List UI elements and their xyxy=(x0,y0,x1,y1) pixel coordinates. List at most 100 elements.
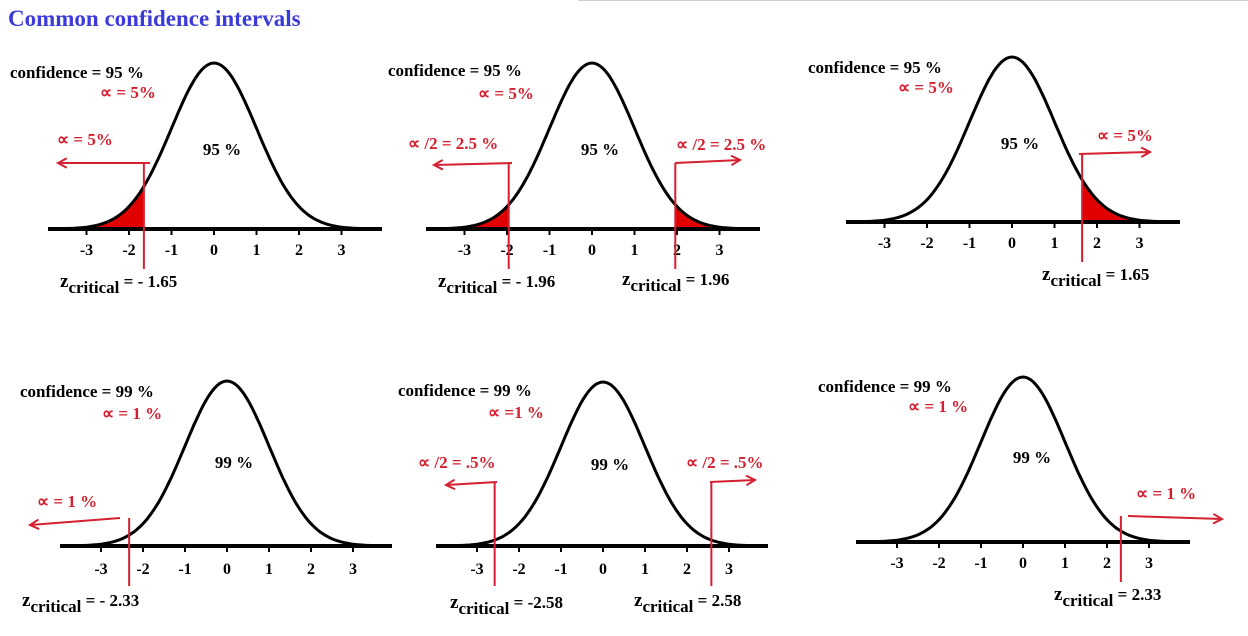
x-tick-label: 3 xyxy=(349,561,357,578)
x-tick-label: -2 xyxy=(122,242,135,259)
x-tick-label: 0 xyxy=(223,561,231,578)
z-critical-label: zcritical = - 2.33 xyxy=(22,590,139,616)
bell-curve xyxy=(859,55,1165,224)
x-tick-label: -2 xyxy=(920,235,933,252)
center-area-label: 95 % xyxy=(581,140,619,159)
tail-area-label: ∝ /2 = 2.5 % xyxy=(676,135,766,154)
page-title: Common confidence intervals xyxy=(8,6,301,31)
rejection-region-1 xyxy=(1082,179,1165,222)
x-tick-label: -1 xyxy=(974,555,987,572)
x-tick-label: -1 xyxy=(963,235,976,252)
tail-arrow-line xyxy=(29,517,121,526)
x-tick-label: 2 xyxy=(683,561,691,578)
confidence-label: confidence = 99 % xyxy=(398,381,532,400)
center-area-label: 99 % xyxy=(591,455,629,474)
bell-curve xyxy=(451,380,755,548)
tail-arrow-head xyxy=(730,154,743,167)
x-tick-label: 2 xyxy=(295,242,303,259)
rejection-region-1 xyxy=(439,204,509,229)
x-tick-label: -3 xyxy=(890,555,903,572)
x-tick-label: 3 xyxy=(716,242,724,259)
bell-curve xyxy=(871,375,1175,544)
x-tick-label: 1 xyxy=(631,242,639,259)
normal-curve-panel-4: -3 -2 -1 0 1 2 3 confidence = 99 % ∝ = 1 % 99 % ∝ … xyxy=(20,379,392,616)
bell-curve xyxy=(75,379,379,548)
x-tick-label: 1 xyxy=(265,561,273,578)
normal-curve-panel-5: -3 -2 -1 0 1 2 3 confidence = 99 % ∝ =1 % 99 % ∝ /… xyxy=(398,380,768,618)
x-tick-label: -2 xyxy=(512,561,525,578)
rejection-region-2 xyxy=(675,204,745,229)
center-area-label: 95 % xyxy=(203,140,241,159)
z-critical-label: zcritical = 2.33 xyxy=(1054,584,1161,610)
bell-curve xyxy=(439,61,745,231)
tail-area-label: ∝ /2 = .5% xyxy=(418,453,496,472)
x-tick-label: -1 xyxy=(165,242,178,259)
x-tick-label: -1 xyxy=(178,561,191,578)
x-tick-label: 3 xyxy=(1145,555,1153,572)
tail-arrow-head xyxy=(55,157,68,169)
tail-arrow-head xyxy=(431,159,444,171)
x-tick-label: -3 xyxy=(80,242,93,259)
x-tick-label: 0 xyxy=(599,561,607,578)
x-tick-label: -3 xyxy=(878,235,891,252)
x-tick-label: 1 xyxy=(253,242,261,259)
tail-arrow-line xyxy=(1127,515,1223,520)
confidence-label: confidence = 99 % xyxy=(20,382,154,401)
tail-area-label: ∝ = 1 % xyxy=(37,492,97,511)
center-area-label: 99 % xyxy=(1013,448,1051,467)
z-critical-label: zcritical = 1.65 xyxy=(1042,264,1149,290)
z-critical-label: zcritical = - 1.65 xyxy=(60,271,177,297)
z-critical-label: zcritical = 2.58 xyxy=(634,590,741,616)
x-tick-label: -2 xyxy=(500,242,513,259)
confidence-label: confidence = 95 % xyxy=(388,61,522,80)
tail-arrow-head xyxy=(1212,513,1225,525)
x-tick-label: 2 xyxy=(307,561,315,578)
z-critical-label: zcritical = - 1.96 xyxy=(438,271,555,297)
tail-arrow-head xyxy=(745,474,758,487)
tail-arrow-head xyxy=(443,478,456,491)
rejection-region-1 xyxy=(61,186,144,229)
x-tick-label: 1 xyxy=(641,561,649,578)
x-tick-label: -3 xyxy=(458,242,471,259)
x-tick-label: 2 xyxy=(673,242,681,259)
tail-arrow-line xyxy=(433,162,513,166)
x-tick-label: 2 xyxy=(1093,235,1101,252)
alpha-label: ∝ = 1 % xyxy=(908,397,968,416)
x-tick-label: 0 xyxy=(1008,235,1016,252)
normal-curve-panel-2: -3 -2 -1 0 1 2 3 confidence = 95 % ∝ = 5% 95 % ∝ /… xyxy=(388,61,766,297)
bell-curve xyxy=(61,61,367,231)
x-tick-label: 3 xyxy=(1136,235,1144,252)
confidence-label: confidence = 95 % xyxy=(10,63,144,82)
tail-arrow-line xyxy=(1078,151,1151,155)
top-divider xyxy=(578,0,1248,1)
x-tick-label: -2 xyxy=(136,561,149,578)
tail-arrow-line xyxy=(709,479,756,483)
confidence-label: confidence = 99 % xyxy=(818,377,952,396)
z-critical-label: zcritical = -2.58 xyxy=(450,592,563,618)
center-area-label: 99 % xyxy=(215,453,253,472)
x-tick-label: 1 xyxy=(1061,555,1069,572)
x-tick-label: -1 xyxy=(543,242,556,259)
alpha-label: ∝ = 5% xyxy=(100,83,156,102)
x-tick-label: -3 xyxy=(470,561,483,578)
center-area-label: 95 % xyxy=(1001,134,1039,153)
x-tick-label: -1 xyxy=(554,561,567,578)
tail-area-label: ∝ /2 = 2.5 % xyxy=(408,134,498,153)
tail-area-label: ∝ = 5% xyxy=(57,130,113,149)
x-tick-label: 0 xyxy=(210,242,218,259)
alpha-label: ∝ = 1 % xyxy=(102,404,162,423)
tail-arrow-head xyxy=(27,518,40,531)
x-tick-label: 2 xyxy=(1103,555,1111,572)
tail-area-label: ∝ = 5% xyxy=(1097,126,1153,145)
x-tick-label: 0 xyxy=(1019,555,1027,572)
tail-arrow-head xyxy=(1140,146,1153,158)
x-tick-label: 0 xyxy=(588,242,596,259)
tail-area-label: ∝ /2 = .5% xyxy=(686,453,764,472)
alpha-label: ∝ = 5% xyxy=(898,78,954,97)
tail-arrow-line xyxy=(674,159,741,164)
confidence-label: confidence = 95 % xyxy=(808,58,942,77)
